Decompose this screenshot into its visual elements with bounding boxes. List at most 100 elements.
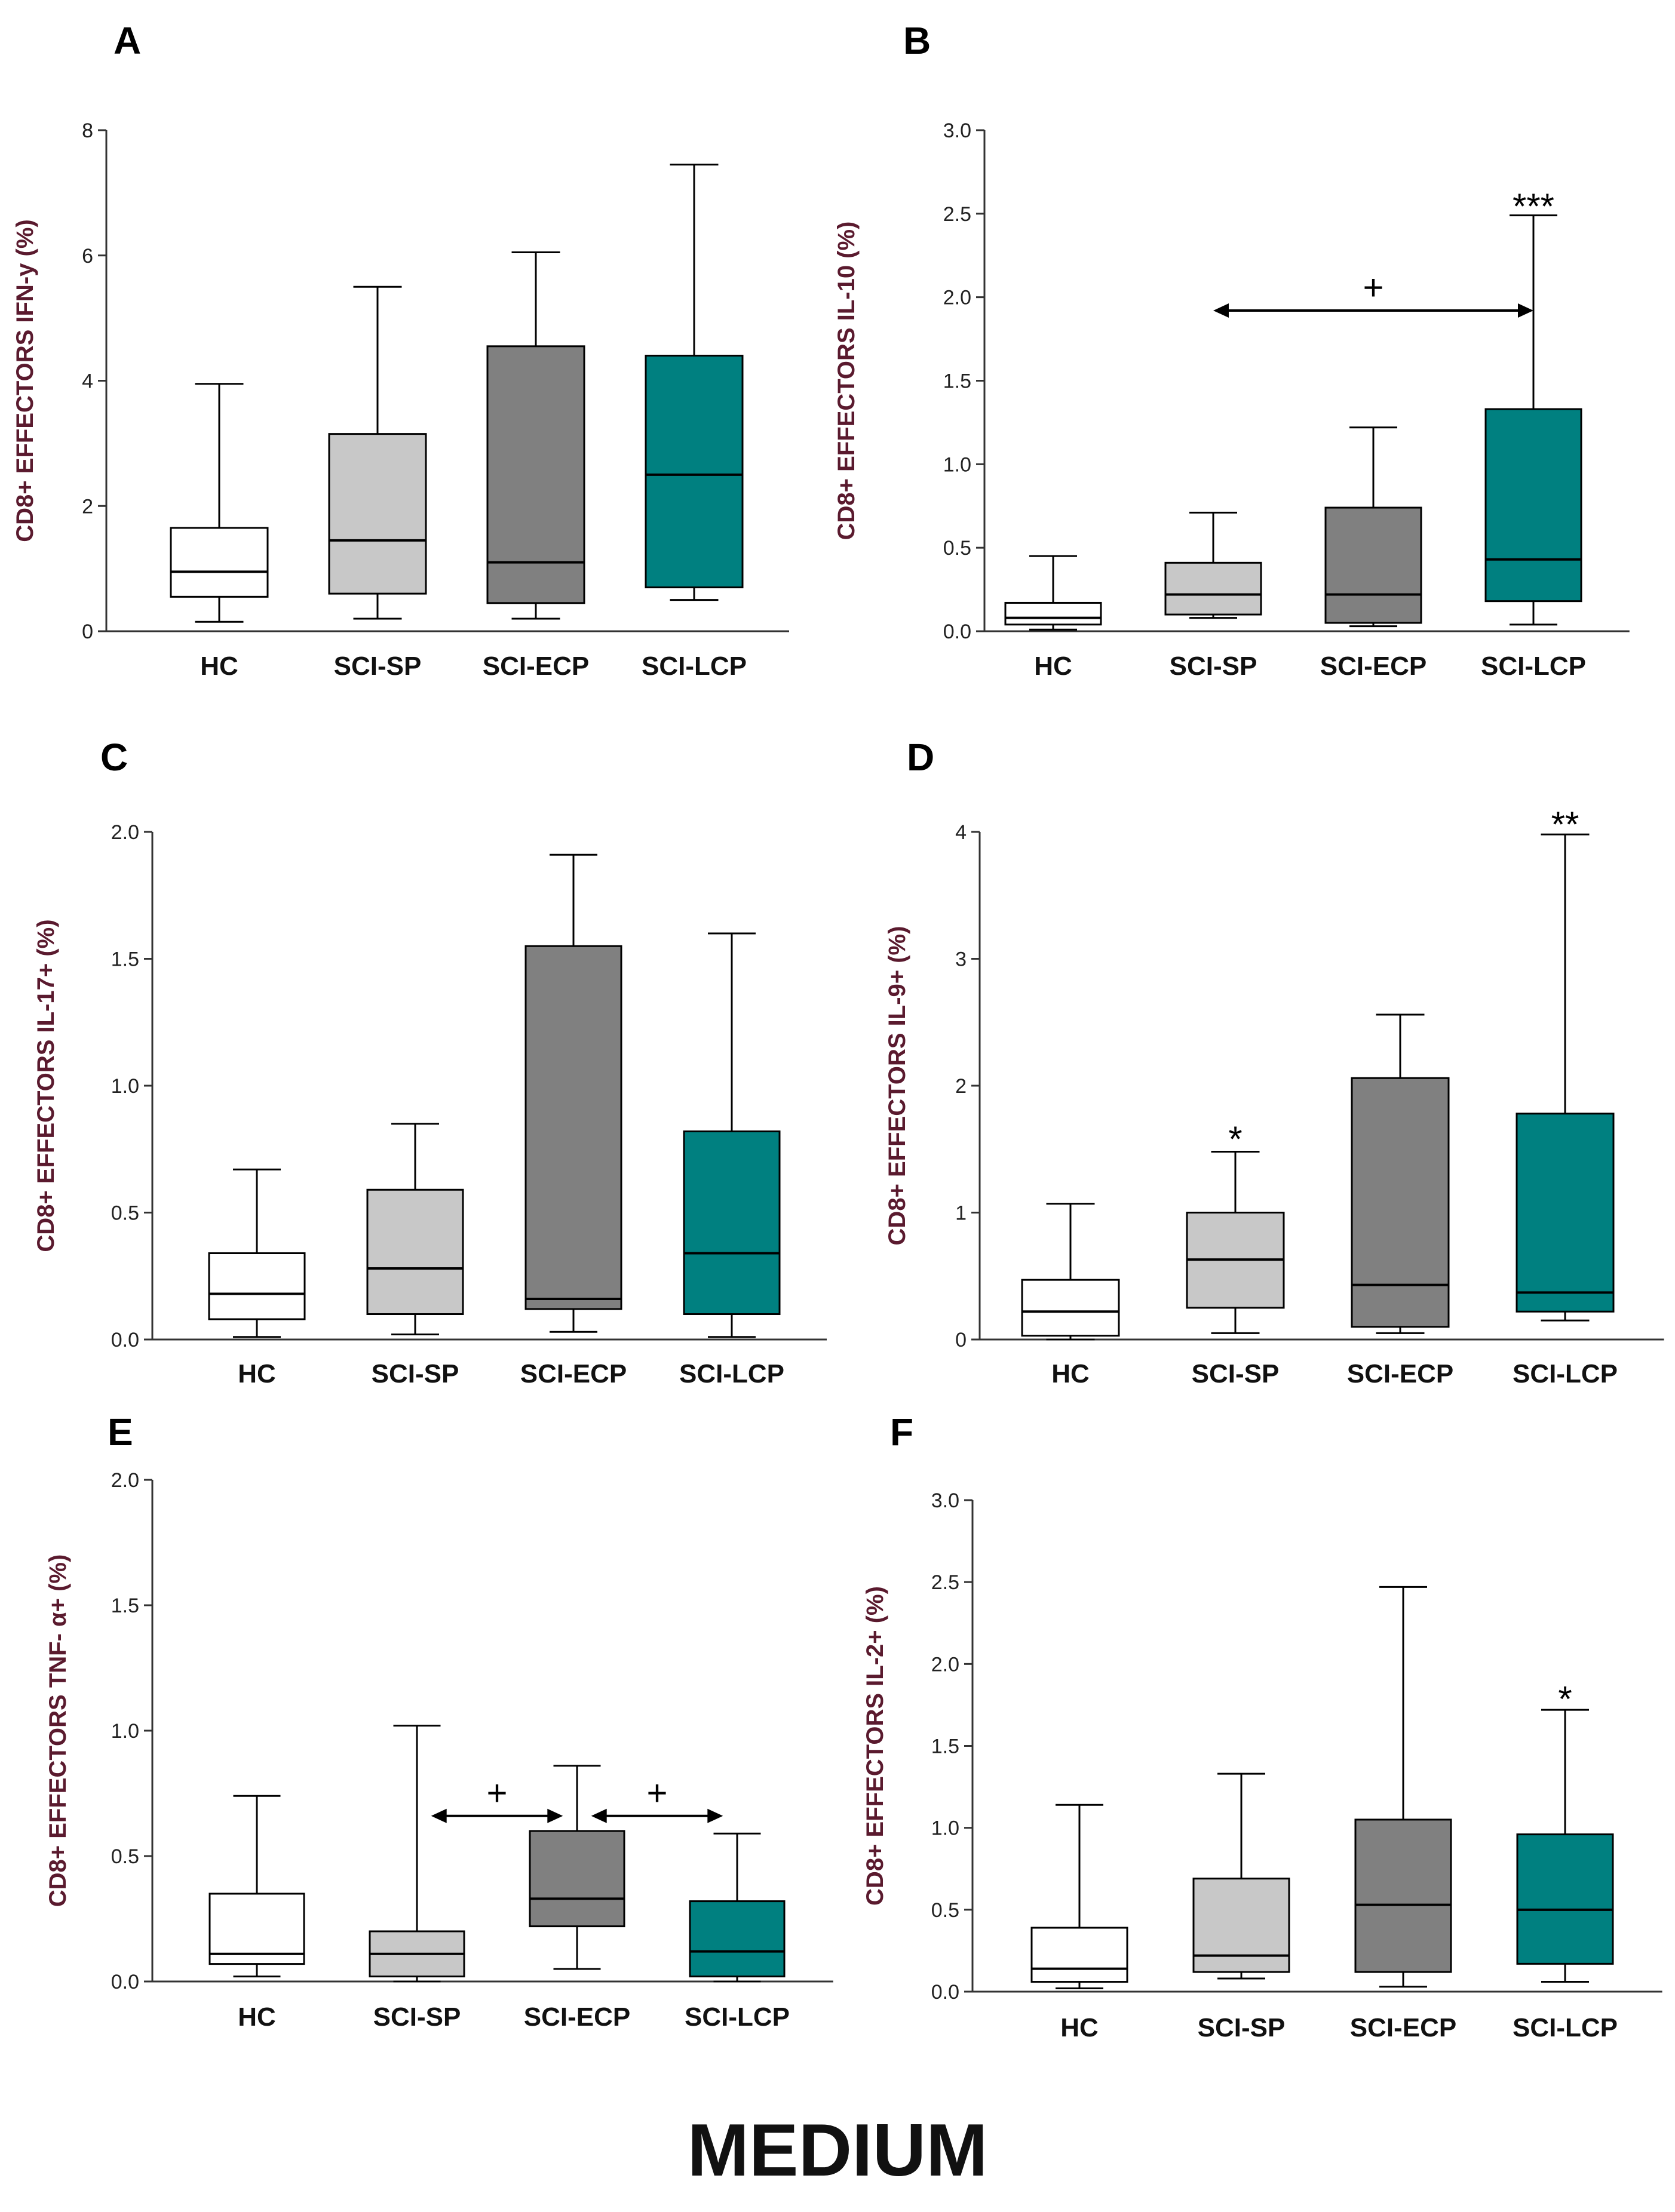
category-label: SCI-LCP	[1513, 2013, 1618, 2042]
y-tick-label: 1.0	[943, 453, 971, 476]
box-hc	[170, 383, 269, 623]
y-tick-label: 2.0	[931, 1653, 959, 1676]
category-label: SCI-SP	[1170, 652, 1257, 681]
y-tick-label: 4	[955, 821, 967, 844]
box-sci-ecp	[1354, 1586, 1452, 1988]
box-body	[645, 355, 744, 589]
box-body	[1516, 1833, 1614, 1965]
box-sci-sp	[1164, 511, 1262, 619]
significance-stars: *	[1228, 1119, 1242, 1159]
category-label: SCI-LCP	[642, 652, 747, 681]
significance-stars: *	[1558, 1679, 1572, 1719]
y-tick-label: 4	[82, 370, 93, 393]
box-body	[1164, 561, 1262, 616]
category-label: HC	[1060, 2013, 1099, 2042]
box-hc	[208, 1168, 306, 1338]
box-sci-sp	[366, 1123, 464, 1335]
box-sci-sp	[1192, 1772, 1290, 1980]
box-sci-sp	[369, 1725, 465, 1983]
comparison-arrow: +	[431, 1773, 563, 1823]
category-label: SCI-LCP	[679, 1359, 784, 1388]
y-tick-label: 2.0	[943, 287, 971, 309]
category-label: SCI-ECP	[520, 1359, 627, 1388]
y-tick-label: 3	[955, 948, 967, 971]
panel-c: C CD8+ EFFECTORS IL-17+ (%) 0.0 0.5 1.0 1.5 2.…	[33, 736, 827, 1388]
comparison-label: +	[646, 1773, 667, 1813]
y-tick-label: 1.5	[943, 370, 971, 393]
panel-d: D CD8+ EFFECTORS IL-9+ (%) 0 1 2 3 4 HC SCI-SP SC…	[884, 736, 1664, 1388]
panel-letter: D	[907, 736, 934, 779]
box-hc	[1030, 1804, 1128, 1990]
y-tick-label: 1.0	[111, 1075, 139, 1098]
panel-letter: F	[890, 1411, 913, 1454]
y-tick-label: 3.0	[931, 1489, 959, 1512]
y-axis-label: CD8+ EFFECTORS IFN-y (%)	[12, 219, 38, 542]
y-tick-label: 2.5	[943, 203, 971, 226]
box-body	[1192, 1878, 1290, 1973]
box-hc	[208, 1795, 305, 1978]
box-hc	[1004, 555, 1102, 631]
y-tick-label: 0.0	[111, 1971, 139, 1993]
box-body	[1351, 1077, 1450, 1328]
category-label: SCI-ECP	[483, 652, 589, 681]
y-tick-label: 1.0	[931, 1817, 959, 1840]
y-tick-label: 2	[955, 1075, 967, 1098]
category-label: SCI-SP	[1192, 1359, 1280, 1388]
y-tick-label: 2	[82, 495, 93, 518]
y-axis-label: CD8+ EFFECTORS IL-2+ (%)	[862, 1586, 888, 1906]
y-tick-label: 1	[955, 1202, 967, 1225]
comparison-arrow: +	[1213, 268, 1533, 318]
box-sci-sp	[328, 285, 427, 620]
comparison-arrow: +	[591, 1773, 723, 1823]
y-tick-label: 1.5	[111, 948, 139, 971]
category-label: SCI-SP	[1198, 2013, 1286, 2042]
box-body	[1324, 506, 1422, 624]
y-tick-label: 2.0	[111, 821, 139, 844]
y-tick-label: 1.0	[111, 1720, 139, 1743]
category-label: SCI-SP	[334, 652, 422, 681]
category-label: SCI-ECP	[524, 2002, 630, 2032]
box-sci-ecp	[529, 1765, 625, 1970]
category-label: SCI-LCP	[685, 2002, 790, 2032]
box-sci-lcp	[1484, 214, 1582, 626]
y-tick-label: 0.0	[943, 620, 971, 643]
box-body	[366, 1188, 464, 1315]
panel-letter: C	[100, 736, 128, 779]
category-label: HC	[238, 2002, 276, 2032]
box-body	[328, 433, 427, 595]
y-axis-label: CD8+ EFFECTORS IL-10 (%)	[833, 222, 860, 540]
category-label: SCI-ECP	[1350, 2013, 1456, 2042]
category-label: SCI-LCP	[1513, 1359, 1618, 1388]
y-axis-label: CD8+ EFFECTORS IL-17+ (%)	[33, 919, 59, 1252]
y-tick-label: 8	[82, 119, 93, 142]
box-body	[170, 527, 269, 598]
significance-stars: **	[1551, 804, 1579, 844]
y-tick-label: 2.0	[111, 1469, 139, 1492]
box-body	[208, 1252, 306, 1320]
box-body	[1354, 1818, 1452, 1973]
y-tick-label: 1.5	[931, 1735, 959, 1758]
y-axis-label: CD8+ EFFECTORS TNF- α+ (%)	[45, 1554, 71, 1907]
y-tick-label: 0	[82, 620, 93, 643]
box-sci-lcp	[645, 164, 744, 601]
box-sci-ecp	[1324, 426, 1422, 628]
box-sci-ecp	[524, 853, 622, 1333]
significance-stars: ***	[1513, 186, 1554, 226]
arrow-head-right	[707, 1808, 723, 1823]
panel-letter: B	[903, 19, 931, 62]
arrow-head-right	[547, 1808, 563, 1823]
category-label: HC	[200, 652, 238, 681]
y-tick-label: 0.0	[931, 1981, 959, 2004]
box-body	[1021, 1279, 1120, 1337]
comparison-label: +	[1363, 268, 1383, 308]
footer-label: MEDIUM	[687, 2109, 988, 2192]
y-tick-label: 0.5	[943, 537, 971, 560]
box-body	[683, 1130, 781, 1315]
box-sci-ecp	[486, 251, 585, 620]
box-body	[524, 945, 622, 1310]
arrow-head-left	[1213, 303, 1229, 318]
box-sci-lcp	[1516, 1709, 1614, 1983]
box-sci-lcp	[683, 932, 781, 1338]
panel-letter: E	[108, 1411, 133, 1454]
y-tick-label: 6	[82, 245, 93, 268]
